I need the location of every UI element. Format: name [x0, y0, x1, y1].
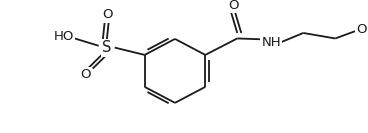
Text: HO: HO: [53, 30, 74, 43]
Text: S: S: [102, 40, 112, 55]
Text: O: O: [228, 0, 238, 12]
Text: O: O: [102, 8, 113, 21]
Text: O: O: [81, 68, 91, 82]
Text: NH: NH: [261, 36, 281, 49]
Text: O: O: [356, 23, 367, 36]
